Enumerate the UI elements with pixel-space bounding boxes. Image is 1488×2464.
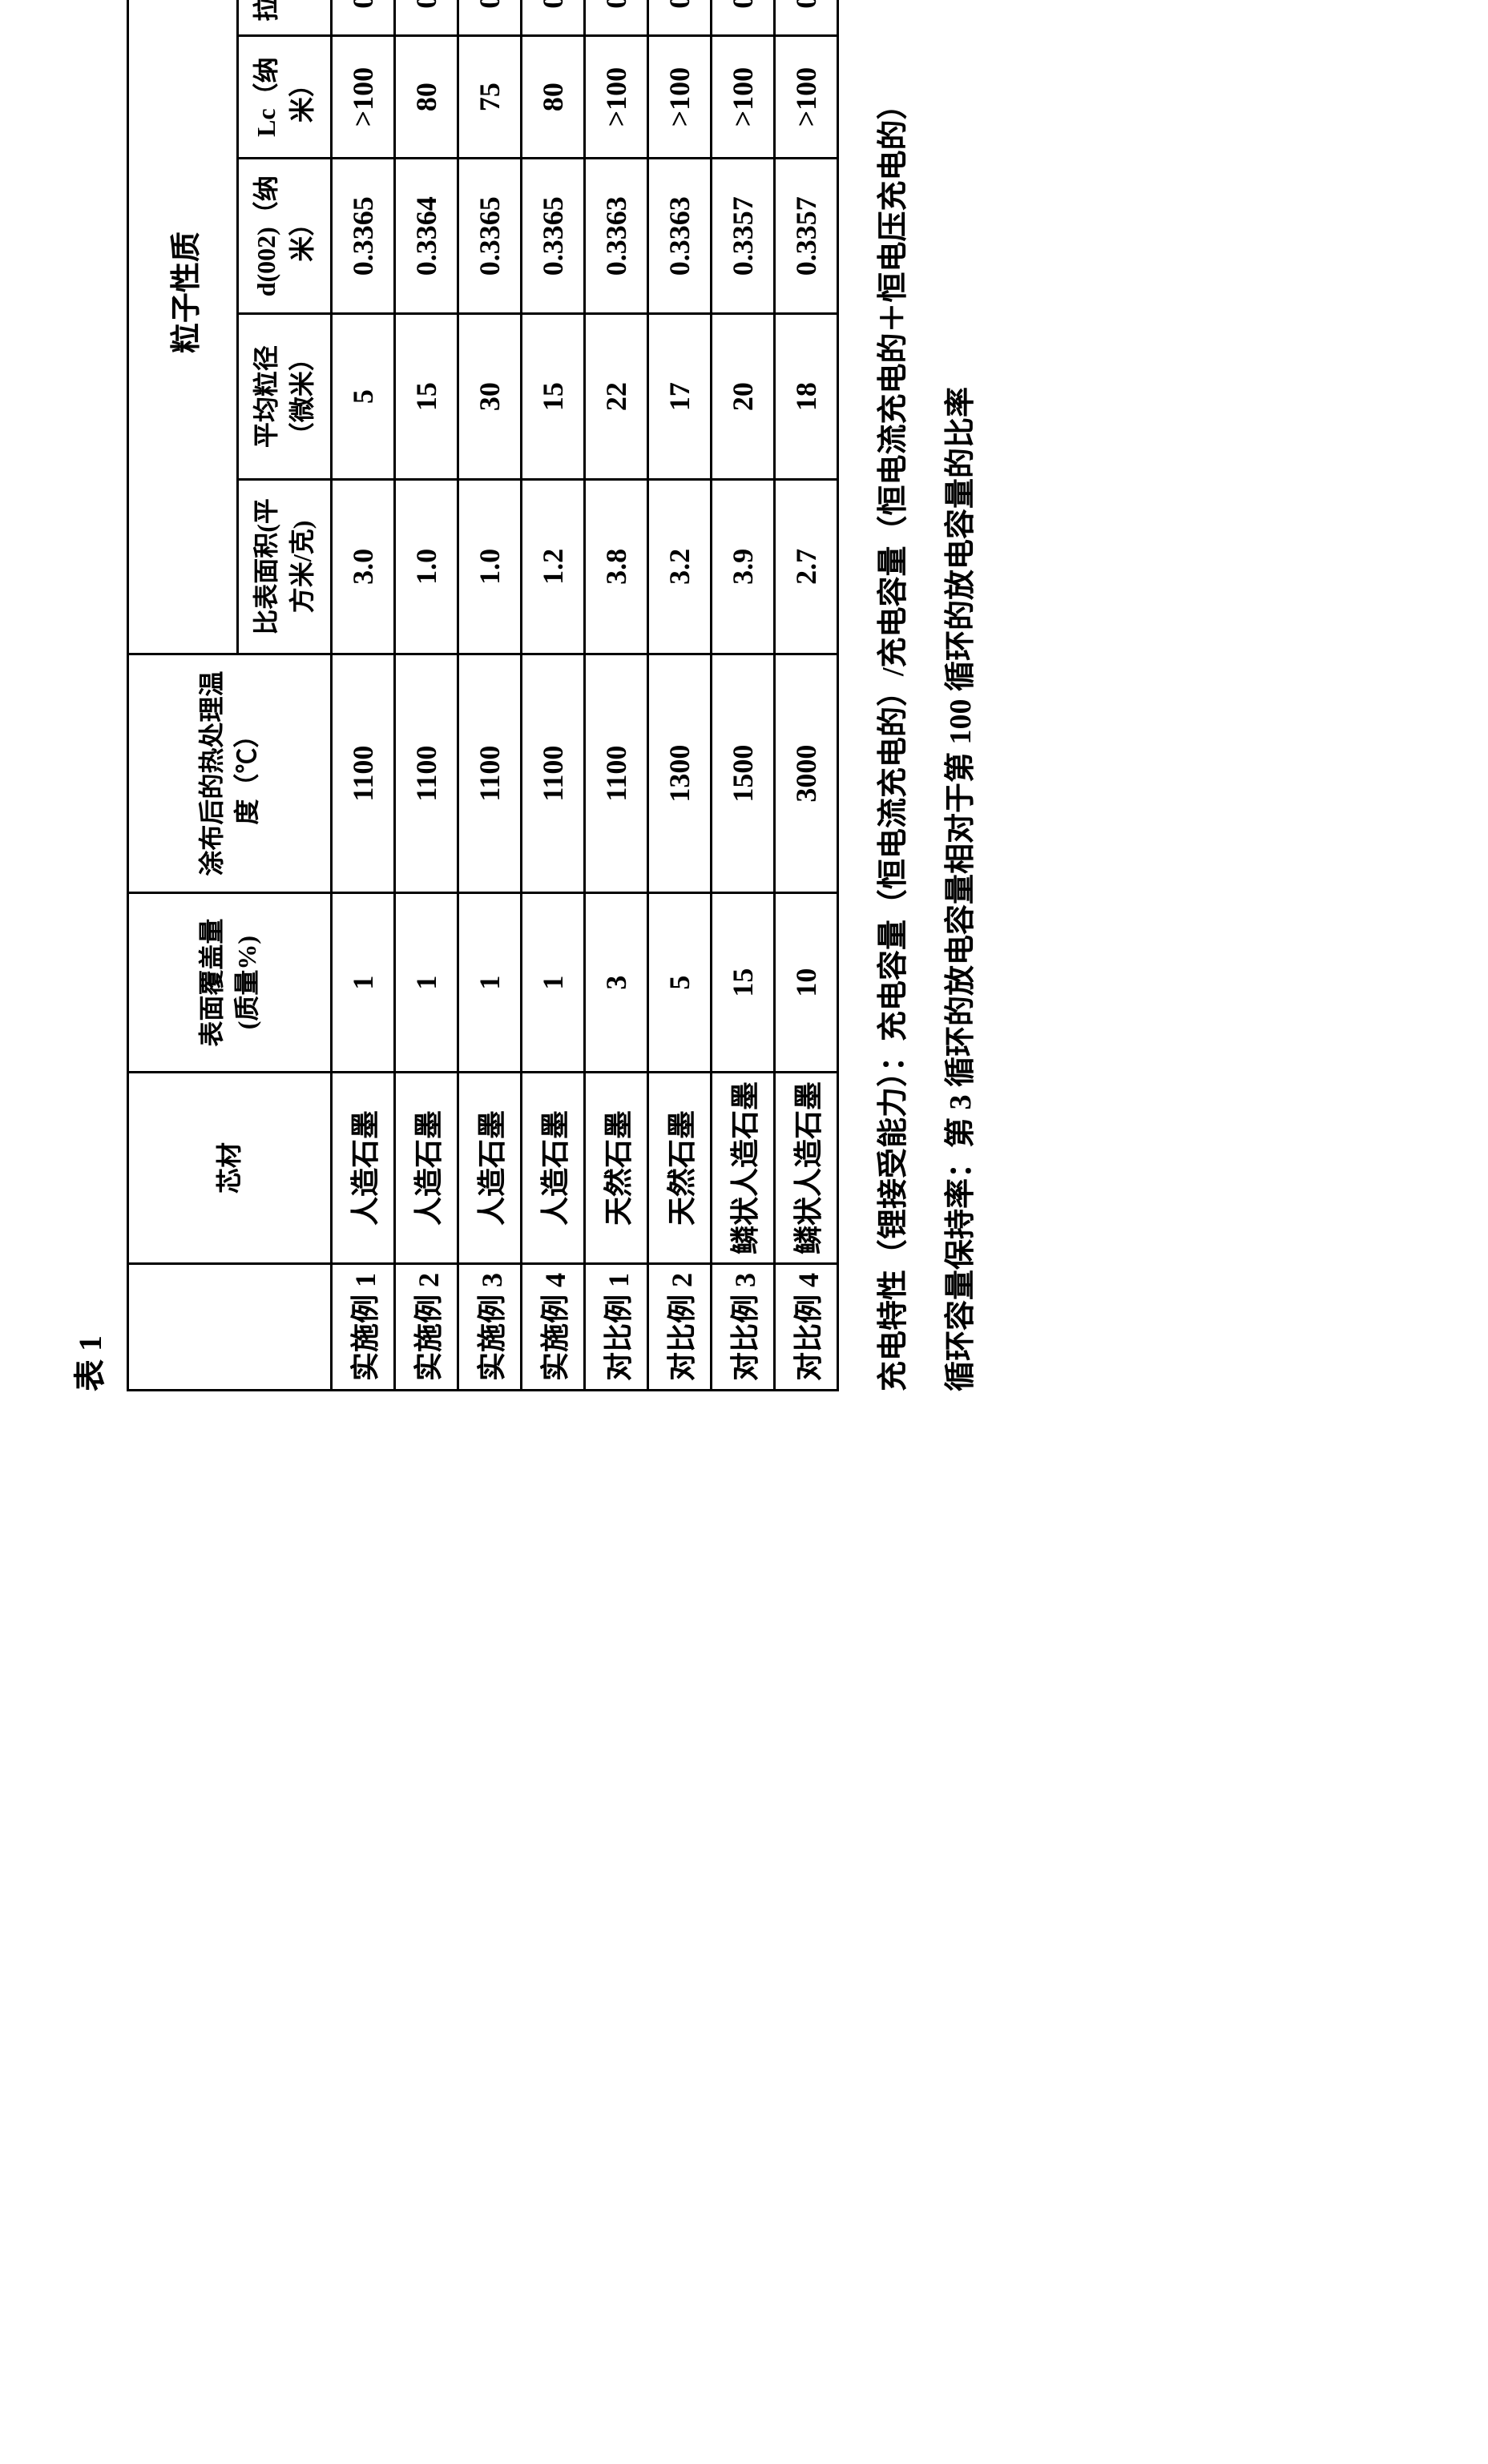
col-heat: 涂布后的热处理温度（℃） — [128, 654, 332, 892]
cell-core: 人造石墨 — [521, 1072, 584, 1263]
cell-d002: 0.3363 — [647, 159, 711, 314]
table-row: 对比例 1天然石墨311003.8220.3363>1000.300.02362… — [584, 0, 647, 1391]
cell-size: 15 — [521, 314, 584, 479]
cell-sample: 对比例 1 — [584, 1263, 647, 1390]
cell-lc: >100 — [774, 36, 837, 159]
table-row: 对比例 2天然石墨513003.2170.3363>1000.280.02361… — [647, 0, 711, 1391]
cell-raman: 0.30 — [584, 0, 647, 36]
cell-raman: 0.20 — [458, 0, 521, 36]
cell-raman: 0.28 — [647, 0, 711, 36]
cell-core: 人造石墨 — [458, 1072, 521, 1263]
cell-bet: 1.0 — [394, 479, 458, 654]
cell-bet: 3.9 — [711, 479, 774, 654]
cell-heat: 3000 — [774, 654, 837, 892]
col-d002: d(002)（纳米） — [238, 159, 332, 314]
cell-lc: 80 — [521, 36, 584, 159]
footnotes: 充电特性（锂接受能力）：充电容量（恒电流充电的）/充电容量（恒电流充电的＋恒电压… — [863, 0, 991, 1391]
cell-core: 鳞状人造石墨 — [774, 1072, 837, 1263]
data-table: 芯材 表面覆盖量(质量%) 涂布后的热处理温度（℃） 粒子性质 晶体取向 电池特… — [127, 0, 839, 1391]
cell-d002: 0.3365 — [458, 159, 521, 314]
cell-d002: 0.3357 — [711, 159, 774, 314]
cell-raman: 0.26 — [394, 0, 458, 36]
cell-raman: 0.24 — [774, 0, 837, 36]
cell-raman: 0.32 — [521, 0, 584, 36]
cell-cov: 1 — [521, 893, 584, 1073]
col-bet: 比表面积(平方米/克) — [238, 479, 332, 654]
cell-lc: 80 — [394, 36, 458, 159]
cell-core: 人造石墨 — [394, 1072, 458, 1263]
col-size: 平均粒径（微米） — [238, 314, 332, 479]
col-coverage: 表面覆盖量(质量%) — [128, 893, 332, 1073]
footnote-1: 充电特性（锂接受能力）：充电容量（恒电流充电的）/充电容量（恒电流充电的＋恒电压… — [863, 0, 924, 1391]
cell-sample: 对比例 2 — [647, 1263, 711, 1390]
cell-heat: 1100 — [584, 654, 647, 892]
cell-core: 鳞状人造石墨 — [711, 1072, 774, 1263]
cell-lc: >100 — [647, 36, 711, 159]
footnote-2: 循环容量保持率：第 3 循环的放电容量相对于第 100 循环的放电容量的比率 — [930, 0, 991, 1391]
cell-heat: 1500 — [711, 654, 774, 892]
cell-size: 22 — [584, 314, 647, 479]
cell-d002: 0.3357 — [774, 159, 837, 314]
col-core: 芯材 — [128, 1072, 332, 1263]
cell-d002: 0.3365 — [521, 159, 584, 314]
cell-cov: 5 — [647, 893, 711, 1073]
cell-core: 人造石墨 — [331, 1072, 394, 1263]
cell-size: 20 — [711, 314, 774, 479]
cell-heat: 1100 — [458, 654, 521, 892]
cell-heat: 1300 — [647, 654, 711, 892]
cell-d002: 0.3365 — [331, 159, 394, 314]
cell-size: 30 — [458, 314, 521, 479]
cell-bet: 3.2 — [647, 479, 711, 654]
cell-cov: 3 — [584, 893, 647, 1073]
table-row: 实施例 1人造石墨111003.050.3365>1000.770.403407… — [331, 0, 394, 1391]
cell-size: 15 — [394, 314, 458, 479]
cell-cov: 15 — [711, 893, 774, 1073]
cell-heat: 1100 — [521, 654, 584, 892]
table-row: 对比例 3鳞状人造石墨1515003.9200.3357>1000.300.08… — [711, 0, 774, 1391]
cell-heat: 1100 — [331, 654, 394, 892]
cell-bet: 3.8 — [584, 479, 647, 654]
group-particle: 粒子性质 — [128, 0, 238, 654]
cell-bet: 1.0 — [458, 479, 521, 654]
cell-d002: 0.3363 — [584, 159, 647, 314]
cell-d002: 0.3364 — [394, 159, 458, 314]
table-row: 实施例 4人造石墨111001.2150.3365800.320.6533068… — [521, 0, 584, 1391]
cell-sample: 实施例 4 — [521, 1263, 584, 1390]
cell-raman: 0.77 — [331, 0, 394, 36]
cell-cov: 10 — [774, 893, 837, 1073]
cell-core: 天然石墨 — [647, 1072, 711, 1263]
cell-lc: >100 — [711, 36, 774, 159]
table-row: 对比例 4鳞状人造石墨1030002.7180.3357>1000.240.06… — [774, 0, 837, 1391]
cell-lc: >100 — [331, 36, 394, 159]
col-lc: Lc（纳米） — [238, 36, 332, 159]
table-title: 表 1 — [64, 0, 111, 1391]
cell-sample: 实施例 3 — [458, 1263, 521, 1390]
cell-bet: 1.2 — [521, 479, 584, 654]
cell-core: 天然石墨 — [584, 1072, 647, 1263]
cell-lc: >100 — [584, 36, 647, 159]
cell-cov: 1 — [331, 893, 394, 1073]
cell-size: 17 — [647, 314, 711, 479]
col-sample — [128, 1263, 332, 1390]
cell-cov: 1 — [394, 893, 458, 1073]
cell-bet: 2.7 — [774, 479, 837, 654]
col-raman: 拉曼 R 值 — [238, 0, 332, 36]
cell-raman: 0.30 — [711, 0, 774, 36]
cell-cov: 1 — [458, 893, 521, 1073]
cell-sample: 对比例 3 — [711, 1263, 774, 1390]
cell-sample: 实施例 2 — [394, 1263, 458, 1390]
cell-size: 5 — [331, 314, 394, 479]
cell-size: 18 — [774, 314, 837, 479]
cell-sample: 实施例 1 — [331, 1263, 394, 1390]
cell-heat: 1100 — [394, 654, 458, 892]
cell-lc: 75 — [458, 36, 521, 159]
table-row: 实施例 2人造石墨111001.0150.3364800.260.6433065… — [394, 0, 458, 1391]
table-row: 实施例 3人造石墨111001.0300.3365750.200.6833060… — [458, 0, 521, 1391]
cell-bet: 3.0 — [331, 479, 394, 654]
cell-sample: 对比例 4 — [774, 1263, 837, 1390]
